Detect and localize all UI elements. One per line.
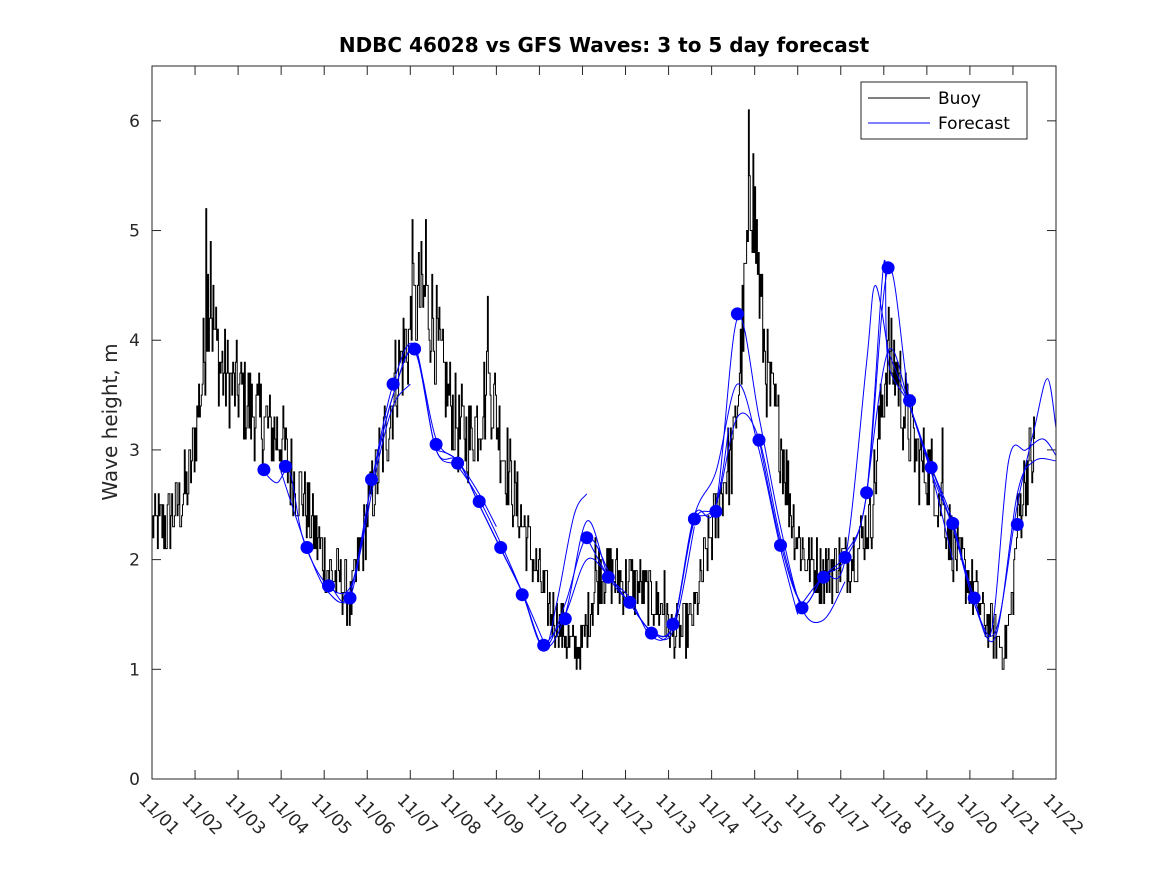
forecast-point bbox=[838, 550, 852, 564]
forecast-point bbox=[537, 638, 551, 652]
series-layer bbox=[152, 109, 1057, 670]
forecast-point bbox=[795, 601, 809, 615]
forecast-point bbox=[408, 342, 422, 356]
forecast-point bbox=[300, 541, 314, 554]
forecast-point bbox=[666, 617, 680, 631]
y-tick-label: 3 bbox=[129, 441, 140, 461]
chart-title: NDBC 46028 vs GFS Waves: 3 to 5 day fore… bbox=[339, 33, 870, 57]
forecast-point bbox=[644, 626, 658, 640]
y-tick-label: 6 bbox=[129, 112, 140, 132]
forecast-point bbox=[386, 377, 400, 391]
y-axis-label: Wave height, m bbox=[98, 343, 122, 500]
forecast-point bbox=[580, 531, 594, 545]
forecast-point bbox=[881, 261, 895, 275]
forecast-point bbox=[515, 588, 529, 602]
forecast-point bbox=[1010, 518, 1024, 531]
y-tick-label: 0 bbox=[129, 770, 140, 790]
forecast-point bbox=[752, 433, 766, 447]
legend-box bbox=[860, 81, 1028, 140]
y-tick-label: 1 bbox=[129, 660, 140, 680]
forecast-point bbox=[322, 579, 335, 593]
forecast-point bbox=[343, 591, 357, 605]
forecast-point bbox=[558, 612, 572, 626]
forecast-point bbox=[774, 538, 787, 552]
forecast-point bbox=[623, 595, 637, 609]
forecast-point bbox=[709, 504, 723, 518]
forecast-point bbox=[946, 516, 960, 530]
forecast-point bbox=[365, 473, 378, 486]
y-tick-label: 4 bbox=[129, 331, 140, 351]
forecast-point bbox=[429, 437, 443, 451]
forecast-run-line bbox=[887, 351, 1057, 637]
forecast-point bbox=[494, 541, 508, 554]
forecast-point bbox=[601, 570, 615, 584]
axes-box bbox=[151, 65, 1057, 780]
plot-area bbox=[152, 66, 1056, 779]
forecast-point bbox=[730, 307, 744, 321]
forecast-point bbox=[278, 459, 292, 473]
forecast-point bbox=[924, 461, 938, 474]
buoy-series-line bbox=[152, 109, 1035, 670]
forecast-run-line bbox=[586, 383, 799, 641]
forecast-point bbox=[687, 512, 701, 526]
forecast-point bbox=[817, 570, 830, 584]
legend-label-buoy: Buoy bbox=[938, 89, 981, 109]
legend: Buoy Forecast bbox=[860, 81, 1028, 140]
forecast-point bbox=[860, 486, 874, 500]
legend-label-forecast: Forecast bbox=[938, 114, 1010, 134]
forecast-run-line bbox=[371, 349, 609, 648]
forecast-point bbox=[472, 495, 486, 508]
y-tick-label: 2 bbox=[129, 551, 140, 571]
forecast-point bbox=[257, 463, 271, 477]
forecast-point bbox=[967, 591, 981, 605]
forecast-point bbox=[903, 394, 917, 408]
forecast-point bbox=[451, 456, 465, 470]
y-tick-label: 5 bbox=[129, 222, 140, 242]
